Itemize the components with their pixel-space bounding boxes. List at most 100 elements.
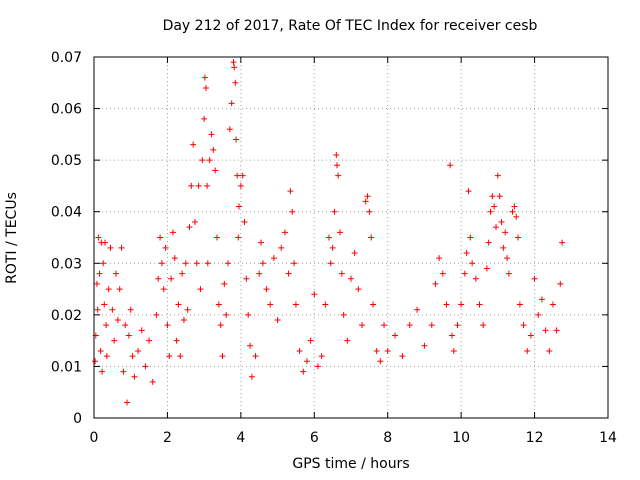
data-point [103,353,110,360]
data-point [168,275,175,282]
x-axis-label: GPS time / hours [292,456,410,472]
data-point [458,301,465,308]
data-point [311,291,318,298]
data-point [122,322,129,329]
data-point [241,219,248,226]
y-axis-label: ROTI / TECUs [4,192,20,284]
data-point [281,229,288,236]
data-point [450,347,457,354]
data-point [278,244,285,251]
data-point [300,368,307,375]
data-point [232,79,239,86]
data-point [447,162,454,169]
data-point [291,260,298,267]
data-point [245,311,252,318]
data-point [289,208,296,215]
data-point [101,301,108,308]
data-point [494,172,501,179]
data-point [219,353,226,360]
data-point [274,317,281,324]
data-point [287,188,294,195]
data-point [157,234,164,241]
data-point [243,275,250,282]
data-point [285,270,292,277]
data-point [160,286,167,293]
data-point [129,353,136,360]
data-point [210,146,217,153]
data-point [267,301,274,308]
data-point [355,286,362,293]
data-point [557,280,564,287]
data-point [511,203,518,210]
data-point [338,270,345,277]
data-point [233,136,240,143]
data-point [559,239,566,246]
y-tick-label: 0.04 [51,205,82,221]
data-point [188,182,195,189]
data-point [406,322,413,329]
data-point [334,162,341,169]
data-point [336,229,343,236]
data-point [496,193,503,200]
data-point [448,332,455,339]
data-point [184,306,191,313]
grid [94,57,608,418]
data-point [370,301,377,308]
data-point [235,234,242,241]
data-point [96,270,103,277]
data-point [190,141,197,148]
x-tick-label: 8 [383,430,392,446]
data-point [114,317,121,324]
data-point [217,322,224,329]
data-point [197,286,204,293]
data-point [480,322,487,329]
data-point [516,301,523,308]
data-point [247,342,254,349]
x-tick-label: 6 [310,430,319,446]
data-point [520,322,527,329]
data-point [95,234,102,241]
data-point [125,332,132,339]
data-point [487,208,494,215]
data-point [368,234,375,241]
data-point [542,327,549,334]
data-point [118,244,125,251]
x-tick-label: 2 [163,430,172,446]
data-point [485,239,492,246]
data-point [381,322,388,329]
data-point [366,208,373,215]
data-point [237,182,244,189]
data-point [263,286,270,293]
data-point [549,301,556,308]
data-point [206,157,213,164]
data-point [248,373,255,380]
data-point [226,126,233,133]
x-tick-label: 4 [236,430,245,446]
data-point [307,337,314,344]
data-point [149,378,156,385]
data-point [461,270,468,277]
y-tick-label: 0.03 [51,256,82,272]
data-point [223,311,230,318]
data-point [142,363,149,370]
axes: 0 2 4 6 8 10 12 14 0 0.01 0.02 0.03 0.04 0.05 0.06 0.07 [51,50,617,446]
data-point [191,219,198,226]
data-point [340,311,347,318]
data-point [179,270,186,277]
data-point [230,59,237,66]
data-point [204,260,211,267]
data-point [234,172,241,179]
data-point [467,234,474,241]
data-point [103,322,110,329]
data-point [322,301,329,308]
data-point [162,244,169,251]
data-point [348,275,354,282]
data-point [231,64,238,71]
data-point [111,337,118,344]
data-point [502,229,509,236]
data-point [208,131,215,138]
data-point [513,213,520,220]
plot-frame [93,56,609,419]
data-point [102,239,109,246]
data-point [202,84,209,91]
